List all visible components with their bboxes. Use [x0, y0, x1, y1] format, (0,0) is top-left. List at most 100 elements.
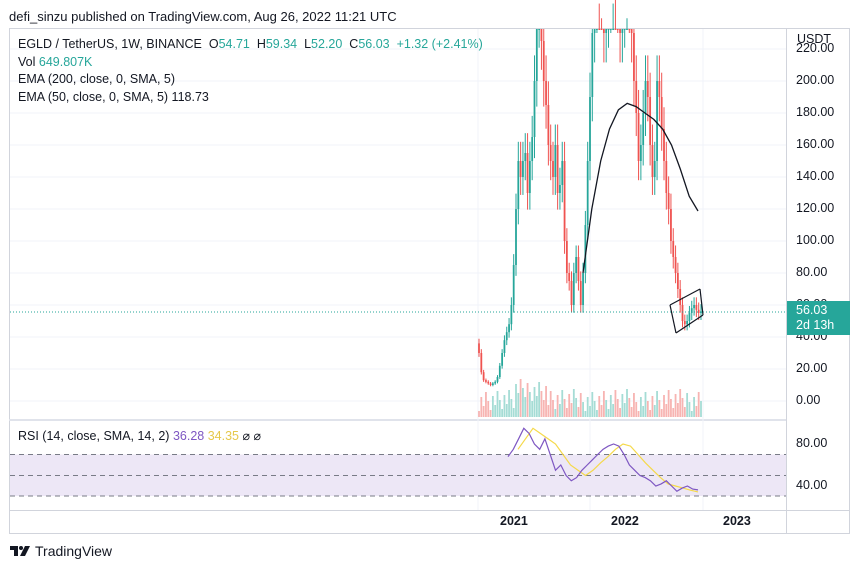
candle-body	[693, 305, 695, 309]
currency-label[interactable]: USDT	[797, 32, 832, 46]
candle-body	[498, 365, 501, 377]
candle-body	[554, 145, 557, 177]
volume-bar	[517, 393, 520, 417]
volume-bar	[579, 393, 582, 417]
volume-bar	[688, 402, 691, 417]
price-tick-label: 0.00	[796, 393, 821, 407]
candle-body	[653, 161, 656, 177]
volume-bar	[686, 393, 689, 417]
candle-body	[563, 161, 566, 241]
candle-body	[635, 81, 638, 113]
volume-bar	[522, 388, 524, 417]
symbol-row[interactable]: EGLD / TetherUS, 1W, BINANCE O54.71 H59.…	[18, 36, 483, 54]
volume-bar	[616, 399, 619, 417]
volume-bar	[605, 400, 608, 417]
rsi-line	[507, 427, 699, 493]
candle-body	[535, 29, 538, 81]
volume-bar	[633, 393, 635, 417]
volume-bar	[642, 406, 645, 417]
volume-bar	[556, 395, 559, 417]
volume-bar	[644, 392, 647, 417]
candle-body	[579, 281, 582, 305]
volume-bar	[512, 408, 515, 417]
ema50-legend[interactable]: EMA (50, close, 0, SMA, 5) 118.73	[18, 89, 209, 104]
publisher-line: defi_sinzu published on TradingView.com,…	[9, 9, 397, 24]
volume-bar	[602, 391, 605, 417]
volume-bar	[663, 395, 665, 417]
volume-bar	[665, 404, 668, 417]
volume-bar	[494, 405, 497, 417]
candle-body	[512, 265, 515, 305]
main-legend: EGLD / TetherUS, 1W, BINANCE O54.71 H59.…	[18, 36, 483, 106]
volume-bar	[552, 400, 554, 417]
candle-body	[651, 145, 654, 177]
volume-bar	[621, 394, 624, 417]
volume-bar	[683, 407, 686, 417]
chart-frame	[9, 28, 850, 534]
volume-bar	[528, 392, 531, 417]
volume-bar	[619, 408, 621, 417]
candle-body	[623, 29, 626, 30]
candle-body	[547, 105, 550, 145]
candle-body	[672, 241, 675, 257]
candle-body	[600, 29, 603, 30]
ohlc-low: L52.20	[304, 37, 343, 51]
price-channel-drawing	[669, 288, 704, 334]
volume-bar	[510, 399, 513, 417]
candle-body	[480, 353, 483, 373]
price-scale-border	[786, 28, 787, 534]
volume-bar	[697, 392, 700, 417]
volume-bar	[637, 411, 640, 417]
ohlc-close: C56.03	[349, 37, 390, 51]
candle-body	[575, 257, 578, 273]
ema200-legend[interactable]: EMA (200, close, 0, SMA, 5)	[18, 72, 176, 86]
volume-bar	[489, 410, 492, 417]
volume-bar	[630, 407, 633, 417]
volume-bar	[545, 386, 547, 417]
time-label-2023: 2023	[723, 514, 751, 528]
candle-body	[487, 381, 490, 384]
ema50-value: 118.73	[171, 89, 209, 104]
volume-bar	[570, 403, 573, 417]
volume-bar	[487, 401, 490, 417]
volume-bar	[540, 391, 543, 417]
rsi-ma-line	[517, 427, 699, 493]
last-price-tag: 56.03 2d 13h	[787, 301, 850, 335]
candle-body	[667, 193, 670, 209]
volume-bar	[482, 406, 485, 417]
candle-body	[630, 29, 633, 33]
volume-bar	[572, 389, 575, 417]
channel-upper-line	[669, 288, 701, 306]
time-axis-border	[9, 510, 850, 511]
candle-body	[528, 161, 531, 193]
volume-bars	[478, 379, 702, 417]
tradingview-brand[interactable]: TradingView	[9, 543, 112, 559]
channel-lower-line	[675, 314, 704, 334]
candle-body	[489, 383, 492, 385]
volume-bar	[586, 397, 589, 417]
candle-body	[674, 257, 677, 273]
volume-legend[interactable]: Vol 649.807K	[18, 54, 93, 69]
volume-bar	[535, 396, 538, 417]
candle-body	[559, 185, 561, 193]
volume-bar	[531, 401, 534, 417]
candle-body	[494, 381, 497, 384]
candle-body	[496, 377, 499, 382]
volume-bar	[533, 387, 536, 417]
candle-body	[612, 29, 615, 30]
rsi-title: RSI (14, close, SMA, 14, 2)	[18, 429, 170, 443]
rsi-legend[interactable]: RSI (14, close, SMA, 14, 2) 36.28 34.35 …	[18, 428, 261, 443]
volume-bar	[563, 399, 566, 417]
candle-body	[538, 29, 541, 30]
last-price-value: 56.03	[796, 303, 828, 317]
pane-divider[interactable]	[9, 419, 787, 421]
candle-body	[570, 281, 573, 305]
volume-bar	[628, 398, 631, 417]
volume-bar	[554, 409, 557, 417]
volume-bar	[485, 392, 487, 417]
candle-body	[542, 41, 545, 81]
candle-body	[639, 145, 642, 161]
volume-bar	[674, 394, 677, 417]
candle-body	[589, 97, 591, 161]
